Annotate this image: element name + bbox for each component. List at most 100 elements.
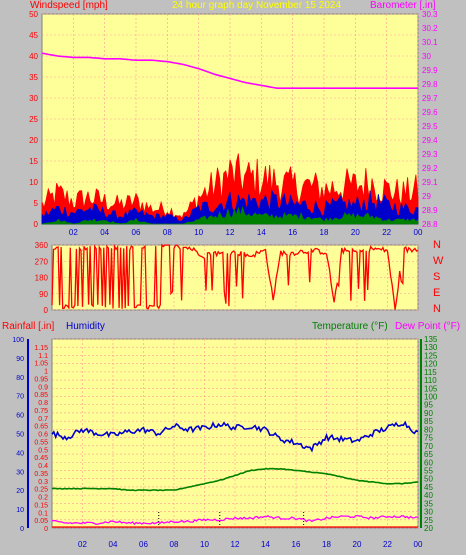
rainfall-ytick-label: 1.05 [34,361,48,368]
temperature-ytick-label: 40 [424,491,433,500]
humidity-line [51,420,419,453]
temp-xtick-label: 18 [322,540,331,549]
compass-w: W [433,255,444,267]
temperature-ytick-label: 115 [424,368,437,377]
temperature-ytick-label: 75 [424,434,433,443]
dewpoint-axis-title: Dew Point (°F) [395,321,461,332]
barometer-ytick-label: 29.9 [422,66,438,75]
dewpoint-line [52,514,419,526]
barometer-axis-title: Barometer [.in] [370,0,436,11]
wind-xtick-label: 20 [351,228,360,237]
humidity-ytick-label: 90 [16,356,24,363]
rainfall-ytick-label: 0.85 [34,392,48,399]
temperature-ytick-label: 70 [424,442,433,451]
wind-xtick-label: 06 [132,228,141,237]
temperature-ytick-label: 85 [424,417,433,426]
humidity-ytick-label: 60 [16,413,24,420]
rainfall-ytick-label: 0.25 [34,487,48,494]
barometer-ytick-label: 30.1 [422,38,438,47]
windspeed-ytick-label: 40 [29,52,38,61]
barometer-ytick-label: 29 [422,192,431,201]
barometer-ytick-label: 29.8 [422,80,438,89]
barometer-ytick-label: 29.3 [422,150,438,159]
wind-xtick-label: 22 [382,228,391,237]
temperature-ytick-label: 95 [424,401,433,410]
humidity-ytick-label: 100 [12,337,24,344]
humidity-ytick-label: 40 [16,450,24,457]
barometer-ytick-label: 30.2 [422,24,438,33]
windspeed-ytick-label: 10 [29,178,38,187]
compass-n-top: N [433,239,441,251]
windspeed-ytick-label: 15 [29,157,38,166]
wind-xtick-label: 12 [226,228,235,237]
windspeed-ytick-label: 5 [34,199,39,208]
rainfall-ytick-label: 0.7 [38,416,48,423]
temperature-ytick-label: 135 [424,335,438,344]
rainfall-ytick-label: 0.5 [38,447,48,454]
humidity-ytick-label: 80 [16,375,24,382]
compass-n-bottom: N [433,303,441,315]
barometer-line [41,52,418,89]
rainfall-ytick-label: 0.1 [38,510,48,517]
temperature-ytick-label: 60 [424,458,433,467]
wind-xtick-label: 10 [194,228,203,237]
barometer-ytick-label: 29.1 [422,178,438,187]
barometer-ytick-label: 29.2 [422,164,438,173]
temp-xtick-label: 10 [200,540,209,549]
temperature-line [51,467,418,492]
rainfall-ytick-label: 0.75 [34,408,48,415]
temp-xtick-label: 16 [292,540,301,549]
rainfall-ytick-label: 0.3 [38,479,48,486]
barometer-ytick-label: 30.3 [422,10,438,19]
wind-xtick-label: 04 [100,228,109,237]
temperature-ytick-label: 105 [424,384,438,393]
rainfall-ytick-label: 0.35 [34,471,48,478]
rainfall-axis-title: Rainfall [.in] [2,321,55,332]
direction-ytick-label: 180 [35,274,49,283]
wind-xtick-label: 00 [414,228,423,237]
temperature-ytick-label: 120 [424,360,438,369]
temperature-axis-title: Temperature (°F) [312,321,388,332]
barometer-ytick-label: 29.7 [422,94,438,103]
windspeed-ytick-label: 45 [29,31,38,40]
windspeed-ytick-label: 30 [29,94,38,103]
temperature-ytick-label: 100 [424,393,438,402]
humidity-ytick-label: 10 [16,507,24,514]
temperature-ytick-label: 125 [424,351,438,360]
direction-ytick-label: 90 [39,290,48,299]
temperature-ytick-label: 55 [424,466,433,475]
wind-xtick-label: 16 [288,228,297,237]
temp-xtick-label: 20 [353,540,362,549]
rainfall-ytick-label: 0.4 [38,463,48,470]
rainfall-ytick-label: 0.45 [34,455,48,462]
wind-xtick-label: 08 [163,228,172,237]
wind-direction-line [51,243,419,310]
temp-xtick-label: 14 [261,540,270,549]
humidity-ytick-label: 70 [16,394,24,401]
windspeed-ytick-label: 35 [29,73,38,82]
temperature-ytick-label: 45 [424,483,433,492]
temp-xtick-label: 06 [139,540,148,549]
windspeed-ytick-label: 0 [34,220,39,229]
temperature-ytick-label: 80 [424,425,433,434]
temp-xtick-label: 12 [231,540,240,549]
temp-xtick-label: 02 [78,540,87,549]
barometer-ytick-label: 28.8 [422,220,438,229]
rainfall-ytick-label: 0.65 [34,424,48,431]
temperature-ytick-label: 25 [424,516,433,525]
wind-xtick-label: 14 [257,228,266,237]
chart-title: 24 hour graph day November 15 2024 [172,0,342,11]
temperature-ytick-label: 20 [424,524,433,533]
wind-series-1 [41,188,419,225]
temp-xtick-label: 08 [170,540,179,549]
wind-series-0 [41,153,419,225]
rainfall-ytick-label: 0.2 [38,495,48,502]
humidity-ytick-label: 0 [20,526,24,533]
direction-ytick-label: 270 [35,257,49,266]
humidity-ytick-label: 20 [16,488,24,495]
rainfall-ytick-label: 0.15 [34,502,48,509]
rainfall-ytick-label: 1.15 [34,345,48,352]
rainfall-ytick-label: 1.1 [38,353,48,360]
